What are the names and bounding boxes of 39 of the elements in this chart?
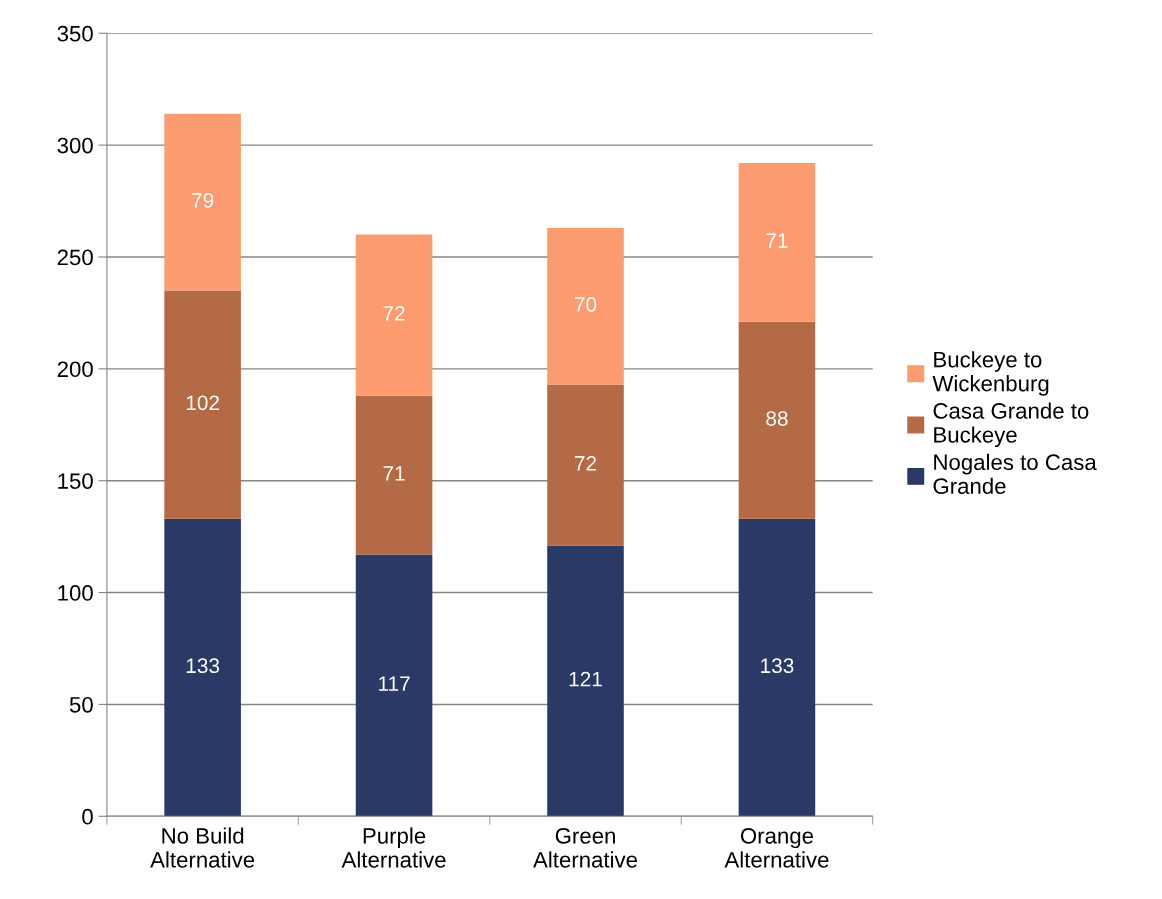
- legend-label: Buckeye to Wickenburg: [932, 351, 1049, 396]
- data-label: 117: [379, 676, 410, 691]
- y-tick-label: 150: [58, 473, 93, 489]
- y-tick-label: 0: [82, 808, 93, 825]
- data-label: 71: [383, 466, 405, 481]
- data-label: 102: [186, 395, 219, 411]
- bar: [738, 163, 816, 322]
- y-tick-label: 350: [57, 25, 93, 42]
- bar: [355, 234, 433, 396]
- data-label: 133: [761, 658, 794, 674]
- data-label: 72: [574, 455, 597, 471]
- legend-label: Nogales to Casa Grande: [933, 453, 1097, 495]
- bar: [164, 290, 241, 519]
- data-label: 88: [766, 411, 788, 426]
- y-tick-label: 250: [57, 249, 93, 266]
- y-tick-label: 300: [57, 137, 93, 154]
- x-tick-label: Orange Alternative: [724, 827, 829, 868]
- bar: [547, 545, 624, 817]
- bar: [164, 113, 241, 291]
- legend-label: Casa Grande to Buckeye: [933, 402, 1089, 448]
- data-label: 71: [766, 233, 788, 248]
- bar: [738, 518, 816, 817]
- y-tick-label: 100: [58, 585, 93, 601]
- data-label: 121: [569, 671, 602, 687]
- data-label: 133: [186, 658, 220, 674]
- x-tick-label: No Build Alternative: [150, 827, 255, 868]
- data-label: 70: [574, 297, 597, 312]
- bar: [738, 321, 816, 519]
- bar: [547, 227, 624, 385]
- bar: [355, 554, 433, 817]
- data-label: 72: [383, 305, 405, 321]
- bar: [164, 518, 241, 817]
- data-label: 79: [192, 193, 214, 208]
- x-tick-label: Purple Alternative: [341, 827, 446, 868]
- x-tick-label: Green Alternative: [533, 827, 638, 868]
- bar: [547, 384, 624, 546]
- y-tick-label: 200: [57, 361, 93, 378]
- bar: [355, 395, 433, 555]
- y-tick-label: 50: [69, 696, 93, 713]
